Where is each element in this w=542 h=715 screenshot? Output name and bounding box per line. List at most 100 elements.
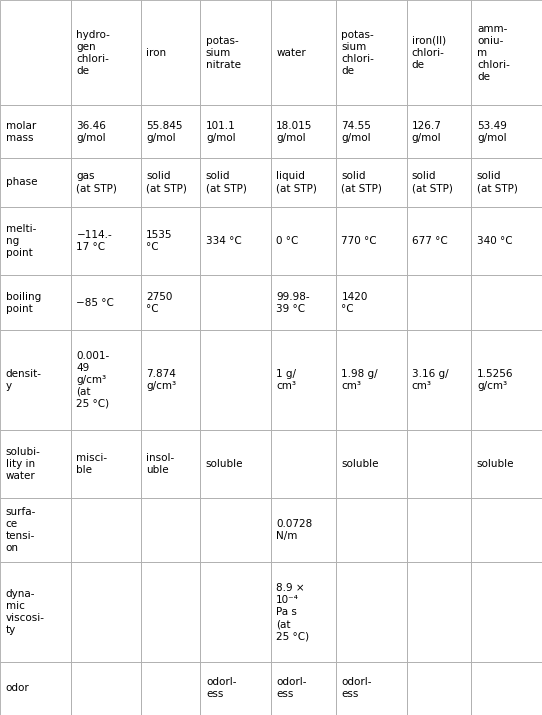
Text: soluble: soluble — [477, 459, 514, 469]
Text: 3.16 g/
cm³: 3.16 g/ cm³ — [412, 369, 448, 390]
Text: phase: phase — [5, 177, 37, 187]
Bar — [471, 662, 542, 715]
Text: soluble: soluble — [206, 459, 243, 469]
Text: iron: iron — [146, 48, 166, 58]
Text: surfa-
ce
tensi-
on: surfa- ce tensi- on — [5, 507, 36, 553]
Bar — [0, 158, 71, 207]
Bar — [471, 0, 542, 105]
Bar — [271, 498, 335, 562]
Bar — [200, 0, 271, 105]
Bar — [335, 498, 406, 562]
Text: odorl-
ess: odorl- ess — [206, 678, 236, 699]
Text: amm-
oniu-
m
chlori-
de: amm- oniu- m chlori- de — [477, 24, 510, 82]
Bar — [406, 562, 471, 662]
Bar — [406, 498, 471, 562]
Bar — [0, 430, 71, 498]
Text: potas-
sium
nitrate: potas- sium nitrate — [206, 36, 241, 69]
Bar — [200, 562, 271, 662]
Text: melti-
ng
point: melti- ng point — [5, 224, 36, 258]
Text: 101.1
g/mol: 101.1 g/mol — [206, 121, 236, 143]
Bar — [335, 275, 406, 330]
Bar — [0, 275, 71, 330]
Bar — [200, 105, 271, 158]
Bar — [141, 0, 200, 105]
Bar — [141, 430, 200, 498]
Bar — [200, 330, 271, 430]
Bar — [71, 430, 141, 498]
Text: 0.001-
49
g/cm³
(at
25 °C): 0.001- 49 g/cm³ (at 25 °C) — [76, 351, 109, 409]
Text: 1535
°C: 1535 °C — [146, 230, 173, 252]
Bar — [71, 562, 141, 662]
Text: 53.49
g/mol: 53.49 g/mol — [477, 121, 507, 143]
Bar — [141, 662, 200, 715]
Text: water: water — [276, 48, 306, 58]
Bar — [335, 330, 406, 430]
Text: solid
(at STP): solid (at STP) — [146, 172, 187, 194]
Bar — [141, 275, 200, 330]
Bar — [141, 498, 200, 562]
Text: odorl-
ess: odorl- ess — [276, 678, 307, 699]
Bar — [271, 430, 335, 498]
Bar — [71, 330, 141, 430]
Text: liquid
(at STP): liquid (at STP) — [276, 172, 317, 194]
Bar — [141, 562, 200, 662]
Text: 99.98-
39 °C: 99.98- 39 °C — [276, 292, 310, 314]
Bar — [406, 0, 471, 105]
Bar — [71, 0, 141, 105]
Text: 18.015
g/mol: 18.015 g/mol — [276, 121, 313, 143]
Bar — [271, 105, 335, 158]
Bar — [200, 275, 271, 330]
Bar — [471, 562, 542, 662]
Bar — [335, 662, 406, 715]
Text: misci-
ble: misci- ble — [76, 453, 107, 475]
Bar — [471, 275, 542, 330]
Bar — [141, 105, 200, 158]
Bar — [71, 662, 141, 715]
Text: 126.7
g/mol: 126.7 g/mol — [412, 121, 442, 143]
Text: −85 °C: −85 °C — [76, 297, 114, 307]
Text: 677 °C: 677 °C — [412, 236, 448, 246]
Text: solid
(at STP): solid (at STP) — [341, 172, 382, 194]
Text: potas-
sium
chlori-
de: potas- sium chlori- de — [341, 29, 375, 76]
Bar — [335, 430, 406, 498]
Bar — [271, 0, 335, 105]
Bar — [71, 207, 141, 275]
Text: dyna-
mic
viscosi-
ty: dyna- mic viscosi- ty — [5, 589, 44, 635]
Bar — [335, 0, 406, 105]
Bar — [471, 158, 542, 207]
Bar — [141, 330, 200, 430]
Bar — [71, 158, 141, 207]
Text: 334 °C: 334 °C — [206, 236, 242, 246]
Bar — [0, 207, 71, 275]
Bar — [200, 158, 271, 207]
Text: 74.55
g/mol: 74.55 g/mol — [341, 121, 371, 143]
Text: 8.9 ×
10⁻⁴
Pa s
(at
25 °C): 8.9 × 10⁻⁴ Pa s (at 25 °C) — [276, 583, 309, 641]
Bar — [0, 662, 71, 715]
Text: 36.46
g/mol: 36.46 g/mol — [76, 121, 106, 143]
Bar — [0, 105, 71, 158]
Bar — [406, 158, 471, 207]
Bar — [71, 105, 141, 158]
Bar — [471, 207, 542, 275]
Text: solid
(at STP): solid (at STP) — [206, 172, 247, 194]
Bar — [335, 105, 406, 158]
Text: 770 °C: 770 °C — [341, 236, 377, 246]
Text: 340 °C: 340 °C — [477, 236, 513, 246]
Text: boiling
point: boiling point — [5, 292, 41, 314]
Text: 1420
°C: 1420 °C — [341, 292, 368, 314]
Text: 7.874
g/cm³: 7.874 g/cm³ — [146, 369, 176, 390]
Bar — [271, 330, 335, 430]
Bar — [0, 498, 71, 562]
Text: solubi-
lity in
water: solubi- lity in water — [5, 447, 41, 481]
Bar — [471, 105, 542, 158]
Text: 0.0728
N/m: 0.0728 N/m — [276, 519, 312, 541]
Bar — [471, 498, 542, 562]
Text: 0 °C: 0 °C — [276, 236, 299, 246]
Text: hydro-
gen
chlori-
de: hydro- gen chlori- de — [76, 29, 110, 76]
Bar — [271, 562, 335, 662]
Bar — [0, 562, 71, 662]
Text: 1.5256
g/cm³: 1.5256 g/cm³ — [477, 369, 513, 390]
Bar — [71, 498, 141, 562]
Bar — [335, 562, 406, 662]
Bar — [271, 158, 335, 207]
